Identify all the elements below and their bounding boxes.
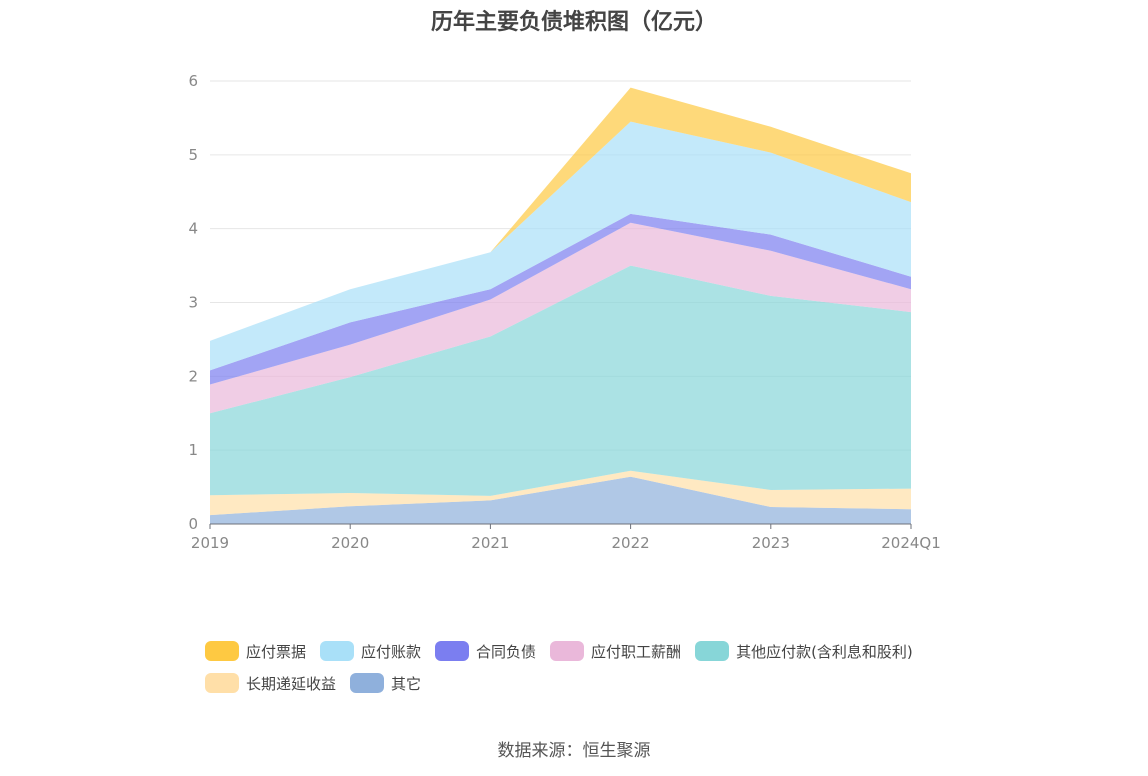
legend-label: 其它: [391, 674, 422, 693]
chart-title: 历年主要负债堆积图（亿元）: [430, 10, 717, 35]
legend-label: 长期递延收益: [246, 674, 337, 693]
legend-swatch: [695, 641, 730, 661]
legend-item[interactable]: 合同负债: [435, 640, 536, 662]
legend-item[interactable]: 应付职工薪酬: [550, 640, 681, 662]
legend-swatch: [435, 641, 470, 661]
legend-label: 应付职工薪酬: [591, 642, 682, 661]
legend-label: 其他应付款(含利息和股利): [736, 642, 913, 661]
legend-item[interactable]: 应付票据: [205, 640, 306, 662]
x-tick-label: 2023: [752, 534, 790, 552]
legend-swatch: [205, 641, 239, 661]
area-series-2: [210, 265, 911, 496]
y-tick-label: 6: [188, 72, 198, 90]
area-series-3: [210, 222, 911, 414]
area-series-1: [210, 470, 911, 516]
x-tick-label: 2020: [331, 534, 369, 552]
legend-swatch: [350, 673, 385, 693]
area-series-0: [210, 476, 911, 524]
x-tick-label: 2022: [612, 534, 650, 552]
x-tick-label: 2021: [471, 534, 509, 552]
y-tick-label: 2: [188, 367, 198, 385]
x-tick-label: 2019: [191, 534, 229, 552]
y-tick-label: 0: [188, 515, 198, 533]
legend-label: 合同负债: [476, 642, 537, 661]
data-source-label: 数据来源：恒生聚源: [497, 741, 651, 761]
y-tick-label: 5: [188, 146, 198, 164]
y-tick-label: 1: [188, 441, 198, 459]
x-tick-label: 2024Q1: [881, 534, 941, 552]
legend-item[interactable]: 其它: [350, 672, 421, 694]
legend-item[interactable]: 其他应付款(含利息和股利): [695, 640, 913, 662]
chart-legend: 应付票据 应付账款 合同负债 应付职工薪酬 其他应付款(含利息和股利) 长期递延收益 其它: [205, 640, 965, 704]
legend-item[interactable]: 应付账款: [320, 640, 421, 662]
legend-swatch: [550, 641, 585, 661]
legend-swatch: [205, 673, 239, 693]
area-series-5: [210, 121, 911, 371]
legend-item[interactable]: 长期递延收益: [205, 672, 336, 694]
legend-label: 应付票据: [246, 642, 307, 661]
legend-swatch: [320, 641, 355, 661]
stacked-area-chart: 0 1 2 3 4 5 6 2019 2020 2021 2022 2023 2024Q1: [188, 72, 941, 552]
legend-label: 应付账款: [361, 642, 422, 661]
y-tick-label: 4: [188, 220, 198, 238]
y-tick-label: 3: [188, 294, 198, 312]
